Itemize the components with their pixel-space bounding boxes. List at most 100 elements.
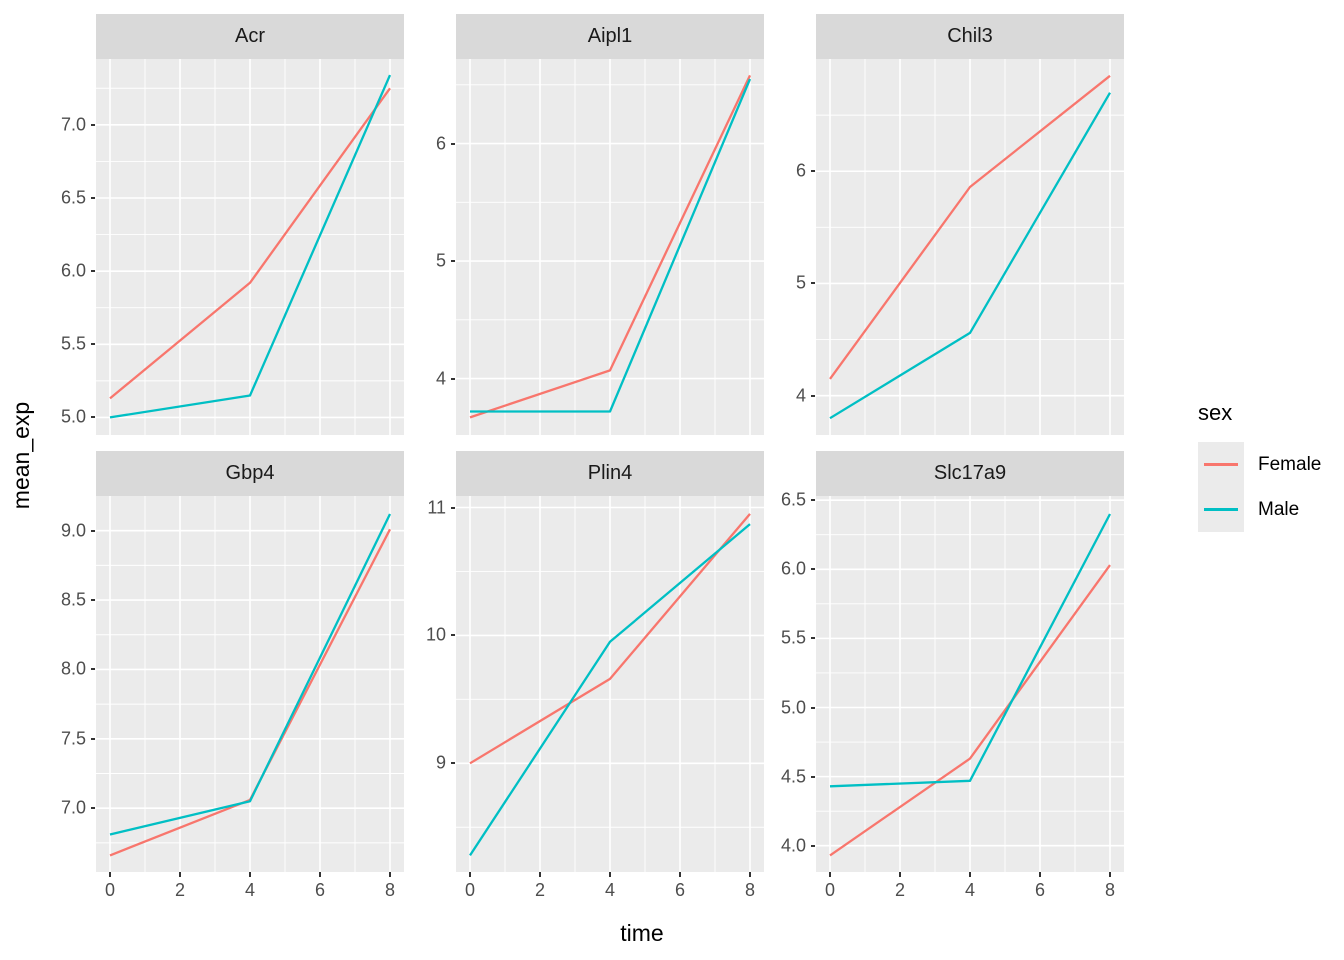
- facet-gbp4: Gbp4 7.0 7.5 8.0 8.5 9.0 0 2 4 6 8: [44, 451, 404, 914]
- y-tick-label: 6: [435, 133, 446, 154]
- y-tick-mark: [451, 634, 455, 637]
- y-axis: 4 5 6: [764, 59, 816, 435]
- x-tick-mark: [899, 872, 901, 877]
- panel-plot: [96, 59, 404, 435]
- x-tick-mark: [1109, 872, 1111, 877]
- panel-plot: [96, 496, 404, 872]
- x-tick-label: 2: [534, 880, 546, 900]
- x-tick-label: 0: [824, 880, 836, 900]
- facet-strip: Plin4: [456, 451, 764, 496]
- y-tick-mark: [811, 394, 815, 397]
- y-tick-label: 5.0: [780, 697, 806, 717]
- y-axis-title: mean_exp: [8, 401, 35, 509]
- y-tick-label: 7.5: [60, 728, 86, 749]
- series-line-female: [829, 74, 1111, 380]
- y-tick-label: 4: [435, 368, 446, 389]
- y-tick-mark: [811, 170, 815, 173]
- x-tick-mark: [109, 872, 111, 877]
- y-tick-mark: [451, 377, 455, 380]
- series-line-female: [109, 87, 391, 400]
- y-tick-label: 4.0: [780, 835, 806, 856]
- y-tick-mark: [451, 142, 455, 145]
- y-tick-label: 5.5: [60, 333, 86, 354]
- legend-key-male: [1198, 487, 1244, 532]
- x-tick-label: 8: [744, 880, 756, 900]
- facet-area: Acr 5.0 5.5 6.0 6.5 7.0 Aipl1 4 5 6 Chil3: [44, 0, 1182, 960]
- y-tick-mark: [91, 123, 95, 126]
- y-axis: 4.0 4.5 5.0 5.5 6.0 6.5: [764, 490, 816, 872]
- x-tick-label: 4: [604, 880, 616, 900]
- x-tick-label: 2: [174, 880, 186, 900]
- x-tick-label: 0: [464, 880, 476, 900]
- y-tick-label: 8.0: [60, 658, 86, 679]
- y-tick-label: 11: [427, 497, 446, 517]
- y-tick-label: 9: [435, 752, 446, 773]
- y-tick-mark: [811, 844, 815, 847]
- y-axis-title-column: mean_exp: [0, 0, 44, 960]
- x-axis: 0 2 4 6 8: [816, 872, 1124, 914]
- facet-slc17a9: Slc17a9 4.0 4.5 5.0 5.5 6.0 6.5 0 2 4 6 8: [764, 451, 1124, 914]
- facet-title: Plin4: [587, 462, 633, 484]
- series-line-female: [469, 74, 752, 419]
- x-tick-mark: [179, 872, 181, 877]
- y-tick-label: 6.5: [60, 187, 86, 208]
- x-tick-mark: [469, 872, 471, 877]
- x-tick-mark: [749, 872, 751, 877]
- y-tick-label: 6.0: [60, 260, 86, 281]
- x-axis-title: time: [620, 920, 664, 946]
- x-tick-mark: [679, 872, 681, 877]
- x-tick-mark: [829, 872, 831, 877]
- x-axis: 0 2 4 6 8: [456, 872, 764, 914]
- y-tick-label: 10: [425, 624, 446, 645]
- y-tick-mark: [91, 529, 95, 532]
- y-tick-label: 9.0: [60, 520, 86, 541]
- series-line-female: [469, 513, 751, 765]
- x-tick-label: 4: [964, 880, 976, 900]
- series-line-female: [829, 564, 1111, 857]
- series-line-male: [829, 513, 1112, 788]
- facet-strip: Slc17a9: [816, 451, 1124, 496]
- y-tick-label: 5.0: [60, 406, 86, 427]
- series-line-male: [109, 513, 392, 836]
- facet-aipl1: Aipl1 4 5 6: [404, 14, 764, 435]
- y-tick-label: 7.0: [60, 114, 86, 135]
- panel-plot: [816, 59, 1124, 435]
- legend: sex Female Male: [1182, 0, 1344, 960]
- female-line-icon: [1204, 463, 1238, 466]
- x-tick-mark: [969, 872, 971, 877]
- x-tick-label: 8: [384, 880, 396, 900]
- y-tick-mark: [451, 506, 455, 509]
- x-tick-mark: [609, 872, 611, 877]
- y-tick-mark: [91, 270, 95, 273]
- facet-acr: Acr 5.0 5.5 6.0 6.5 7.0: [44, 14, 404, 435]
- y-tick-label: 6.5: [780, 489, 806, 510]
- x-tick-mark: [249, 872, 251, 877]
- x-tick-mark: [319, 872, 321, 877]
- facet-strip: Chil3: [816, 14, 1124, 59]
- y-tick-mark: [91, 343, 95, 346]
- y-tick-label: 6.0: [780, 558, 806, 579]
- y-tick-mark: [91, 668, 95, 671]
- x-tick-label: 6: [674, 880, 686, 900]
- legend-item-female: Female: [1198, 442, 1344, 487]
- x-tick-label: 6: [1034, 880, 1046, 900]
- legend-keys: Female Male: [1198, 442, 1344, 532]
- y-tick-label: 5.5: [780, 627, 806, 648]
- series-line-male: [109, 74, 392, 419]
- x-tick-mark: [539, 872, 541, 877]
- legend-label: Male: [1258, 498, 1300, 520]
- y-tick-label: 7.0: [60, 797, 86, 818]
- facet-title: Gbp4: [225, 462, 275, 484]
- panel-plot: [456, 59, 764, 435]
- panel-plot: [816, 496, 1124, 872]
- y-axis: 9 10 11: [404, 496, 456, 872]
- x-tick-label: 0: [104, 880, 116, 900]
- y-tick-mark: [811, 499, 815, 502]
- y-tick-label: 4: [795, 385, 806, 406]
- facet-title: Aipl1: [587, 25, 633, 47]
- y-axis: 4 5 6: [404, 59, 456, 435]
- facet-strip: Gbp4: [96, 451, 404, 496]
- y-tick-mark: [451, 762, 455, 765]
- x-tick-label: 4: [244, 880, 256, 900]
